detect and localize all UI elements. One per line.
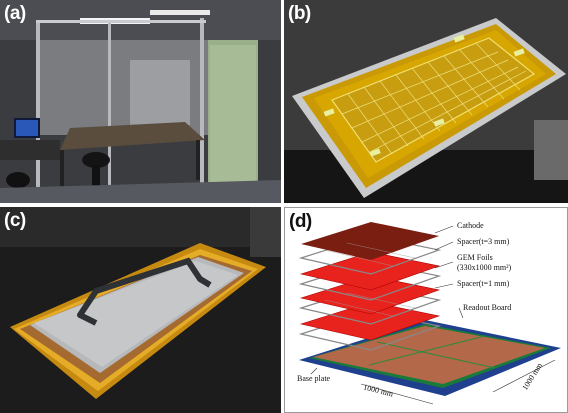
panel-b-gem-foil-photo: (b) — [284, 0, 568, 203]
gem-foil-illustration — [284, 0, 568, 203]
gem-foil-layer — [299, 301, 441, 341]
panel-label: (d) — [289, 211, 312, 232]
panel-d-exploded-diagram: (d) Cathode Spacer(t=3 mm) GEM Foils (33… — [284, 207, 568, 413]
spacer-bottom-label: Spacer(t=1 mm) — [457, 279, 510, 288]
panel-label: (a) — [4, 3, 26, 24]
readout-board-label: Readout Board — [463, 303, 512, 312]
panel-label: (c) — [4, 210, 26, 231]
gem-foil-layer — [299, 251, 441, 291]
gem-foils-label: GEM Foils — [457, 253, 493, 262]
readout-board-layer — [313, 326, 545, 384]
panel-c-assembled-chamber-photo: (c) — [0, 207, 281, 413]
gem-foils-size-label: (330x1000 mm²) — [457, 263, 512, 272]
base-plate-label: Base plate — [297, 374, 331, 383]
panel-label: (b) — [288, 3, 311, 24]
cleanroom-illustration — [0, 0, 281, 203]
spacer-top-label: Spacer(t=3 mm) — [457, 237, 510, 246]
cathode-layer — [301, 222, 439, 260]
panel-a-cleanroom-photo: (a) — [0, 0, 281, 203]
chamber-illustration — [0, 207, 281, 413]
layer-stack-diagram — [298, 222, 561, 405]
cathode-label: Cathode — [457, 221, 484, 230]
